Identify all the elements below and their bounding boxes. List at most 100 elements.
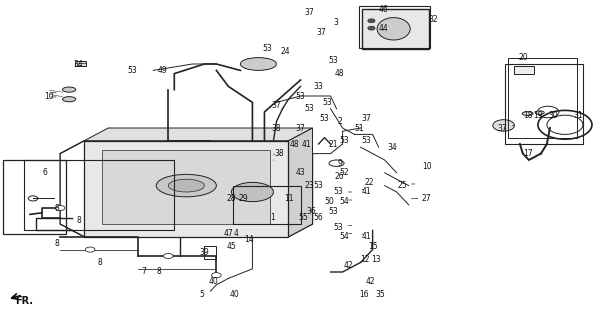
Text: 25: 25 xyxy=(398,181,407,190)
Text: 53: 53 xyxy=(320,114,329,123)
Text: 44: 44 xyxy=(379,24,388,33)
Text: 8: 8 xyxy=(77,216,82,225)
Circle shape xyxy=(248,156,264,165)
Text: 53: 53 xyxy=(362,136,371,145)
Text: 45: 45 xyxy=(227,242,236,251)
Text: 8: 8 xyxy=(157,268,162,276)
Text: 40: 40 xyxy=(209,277,218,286)
Text: 33: 33 xyxy=(314,82,323,91)
Circle shape xyxy=(221,191,242,203)
Text: FR.: FR. xyxy=(15,296,33,306)
Text: 9: 9 xyxy=(337,159,342,168)
Circle shape xyxy=(168,216,198,232)
Text: 8: 8 xyxy=(55,204,59,212)
Text: 38: 38 xyxy=(275,149,284,158)
Circle shape xyxy=(55,205,65,211)
Polygon shape xyxy=(84,128,313,141)
Text: 10: 10 xyxy=(422,162,432,171)
Circle shape xyxy=(28,196,38,201)
Text: 53: 53 xyxy=(127,66,137,75)
Polygon shape xyxy=(288,128,313,237)
Ellipse shape xyxy=(168,179,204,192)
Circle shape xyxy=(263,149,284,161)
Text: 2: 2 xyxy=(337,117,342,126)
Text: 1: 1 xyxy=(270,213,275,222)
Ellipse shape xyxy=(377,18,410,40)
Text: 37: 37 xyxy=(362,114,371,123)
Text: 56: 56 xyxy=(314,213,323,222)
Circle shape xyxy=(255,218,279,230)
Text: 53: 53 xyxy=(314,181,323,190)
Text: 37: 37 xyxy=(305,8,314,17)
Text: 11: 11 xyxy=(284,194,293,203)
Text: 20: 20 xyxy=(518,53,528,62)
Text: 53: 53 xyxy=(333,223,343,232)
Text: 5: 5 xyxy=(199,290,204,299)
Bar xyxy=(24,160,174,230)
Text: 51: 51 xyxy=(355,124,364,132)
FancyBboxPatch shape xyxy=(514,66,534,74)
Text: 46: 46 xyxy=(379,5,388,14)
Text: 22: 22 xyxy=(365,178,374,187)
Text: 40: 40 xyxy=(230,290,239,299)
Circle shape xyxy=(85,247,95,252)
Bar xyxy=(505,64,583,144)
Text: 53: 53 xyxy=(329,56,338,65)
Text: 21: 21 xyxy=(329,140,338,148)
Text: 19: 19 xyxy=(533,111,543,120)
Circle shape xyxy=(163,253,173,259)
Text: 14: 14 xyxy=(245,236,254,244)
Text: 52: 52 xyxy=(339,168,349,177)
Circle shape xyxy=(493,120,514,131)
Polygon shape xyxy=(102,150,270,224)
Text: 41: 41 xyxy=(362,188,371,196)
Text: 12: 12 xyxy=(361,255,370,264)
Text: 32: 32 xyxy=(428,15,438,24)
Text: 15: 15 xyxy=(368,242,377,251)
Text: 41: 41 xyxy=(302,140,311,148)
Text: 29: 29 xyxy=(239,194,248,203)
Ellipse shape xyxy=(231,182,273,202)
Ellipse shape xyxy=(156,174,216,197)
Text: 53: 53 xyxy=(305,104,314,113)
Text: 42: 42 xyxy=(365,277,375,286)
Text: 8: 8 xyxy=(98,258,103,267)
Text: 55: 55 xyxy=(299,213,308,222)
Circle shape xyxy=(368,26,375,30)
Text: 6: 6 xyxy=(43,168,47,177)
Text: 53: 53 xyxy=(263,44,272,52)
Text: 42: 42 xyxy=(344,261,353,270)
Text: 36: 36 xyxy=(307,207,316,216)
Circle shape xyxy=(368,19,375,23)
FancyBboxPatch shape xyxy=(362,9,429,49)
Text: 7: 7 xyxy=(142,268,147,276)
Text: 37: 37 xyxy=(497,124,507,132)
Text: 43: 43 xyxy=(296,168,305,177)
Ellipse shape xyxy=(63,97,76,102)
Ellipse shape xyxy=(240,58,276,70)
Ellipse shape xyxy=(522,112,533,116)
Ellipse shape xyxy=(63,87,76,92)
Text: 47: 47 xyxy=(224,229,233,238)
Ellipse shape xyxy=(263,191,284,199)
Text: 41: 41 xyxy=(362,232,371,241)
Text: 37: 37 xyxy=(296,124,305,132)
Text: 26: 26 xyxy=(335,172,344,180)
Circle shape xyxy=(237,193,253,201)
Text: 30: 30 xyxy=(548,111,558,120)
Text: 39: 39 xyxy=(200,248,209,257)
Bar xyxy=(359,6,430,48)
Text: 54: 54 xyxy=(339,232,349,241)
Text: 18: 18 xyxy=(523,111,532,120)
Text: 28: 28 xyxy=(227,194,236,203)
Text: 48: 48 xyxy=(290,140,299,148)
Text: 53: 53 xyxy=(296,92,305,100)
Text: 23: 23 xyxy=(305,181,314,190)
Text: 34: 34 xyxy=(73,60,83,68)
Text: 13: 13 xyxy=(371,255,380,264)
FancyBboxPatch shape xyxy=(75,61,86,66)
Text: 53: 53 xyxy=(329,207,338,216)
Text: 53: 53 xyxy=(323,98,332,107)
Text: 54: 54 xyxy=(339,197,349,206)
Text: 16: 16 xyxy=(359,290,368,299)
